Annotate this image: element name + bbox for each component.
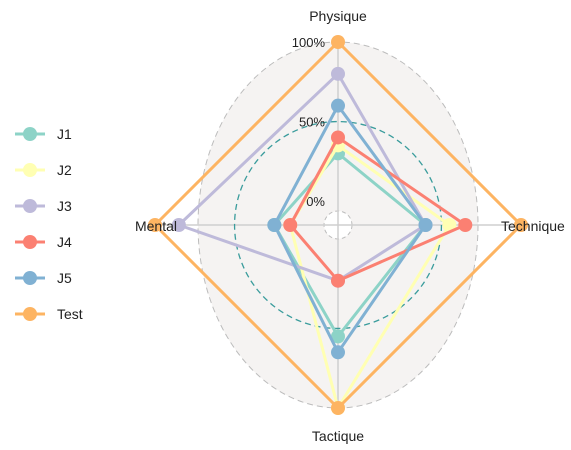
tick-label: 0% — [306, 194, 325, 209]
series-j4 — [283, 130, 473, 288]
data-point-physique — [331, 35, 345, 49]
axis-label-technique: Technique — [501, 218, 565, 234]
legend-swatch-dot — [23, 271, 37, 285]
axis-label-mental: Mental — [135, 218, 177, 234]
data-point-physique — [331, 66, 345, 81]
data-point-technique — [514, 218, 528, 232]
legend-item-j4[interactable]: J4 — [15, 234, 72, 250]
legend-item-j2[interactable]: J2 — [15, 162, 72, 178]
legend-label: J1 — [57, 126, 72, 142]
legend-item-test[interactable]: Test — [15, 306, 83, 322]
axis-label-physique: Physique — [309, 8, 367, 24]
axis-labels: Physique Technique Tactique Mental — [135, 8, 565, 444]
legend-item-j5[interactable]: J5 — [15, 270, 72, 286]
data-point-mental — [171, 218, 186, 232]
legend-label: J4 — [57, 234, 72, 250]
tick-label: 50% — [299, 115, 325, 130]
data-point-mental — [148, 218, 162, 232]
axis-label-tactique: Tactique — [312, 428, 364, 444]
legend-swatch-dot — [23, 307, 37, 321]
legend-swatch-dot — [23, 163, 37, 177]
legend-label: Test — [57, 306, 83, 322]
data-point-physique — [331, 98, 345, 113]
data-point-technique — [418, 218, 433, 232]
legend-item-j1[interactable]: J1 — [15, 126, 72, 142]
data-point-technique — [442, 218, 457, 232]
legend-label: J3 — [57, 198, 72, 214]
data-point-technique — [458, 218, 473, 232]
legend-label: J5 — [57, 270, 72, 286]
grid: 0% 50% 100% — [155, 35, 521, 408]
legend-swatch-dot — [23, 127, 37, 141]
series-j5 — [267, 98, 433, 360]
data-point-mental — [283, 218, 298, 232]
legend-swatch-dot — [23, 199, 37, 213]
legend-label: J2 — [57, 162, 72, 178]
data-point-mental — [267, 218, 282, 232]
series-test — [148, 35, 528, 415]
series-group — [148, 35, 528, 415]
data-point-tactique — [331, 401, 345, 415]
data-point-physique — [331, 130, 345, 145]
legend-item-j3[interactable]: J3 — [15, 198, 72, 214]
tick-label: 100% — [292, 35, 326, 50]
data-point-tactique — [331, 273, 345, 288]
reference-circle-50 — [233, 120, 443, 330]
data-point-tactique — [331, 329, 345, 344]
data-point-tactique — [331, 345, 345, 360]
legend-swatch-dot — [23, 235, 37, 249]
legend: J1 J2 J3 J4 J5 Test — [15, 126, 83, 322]
